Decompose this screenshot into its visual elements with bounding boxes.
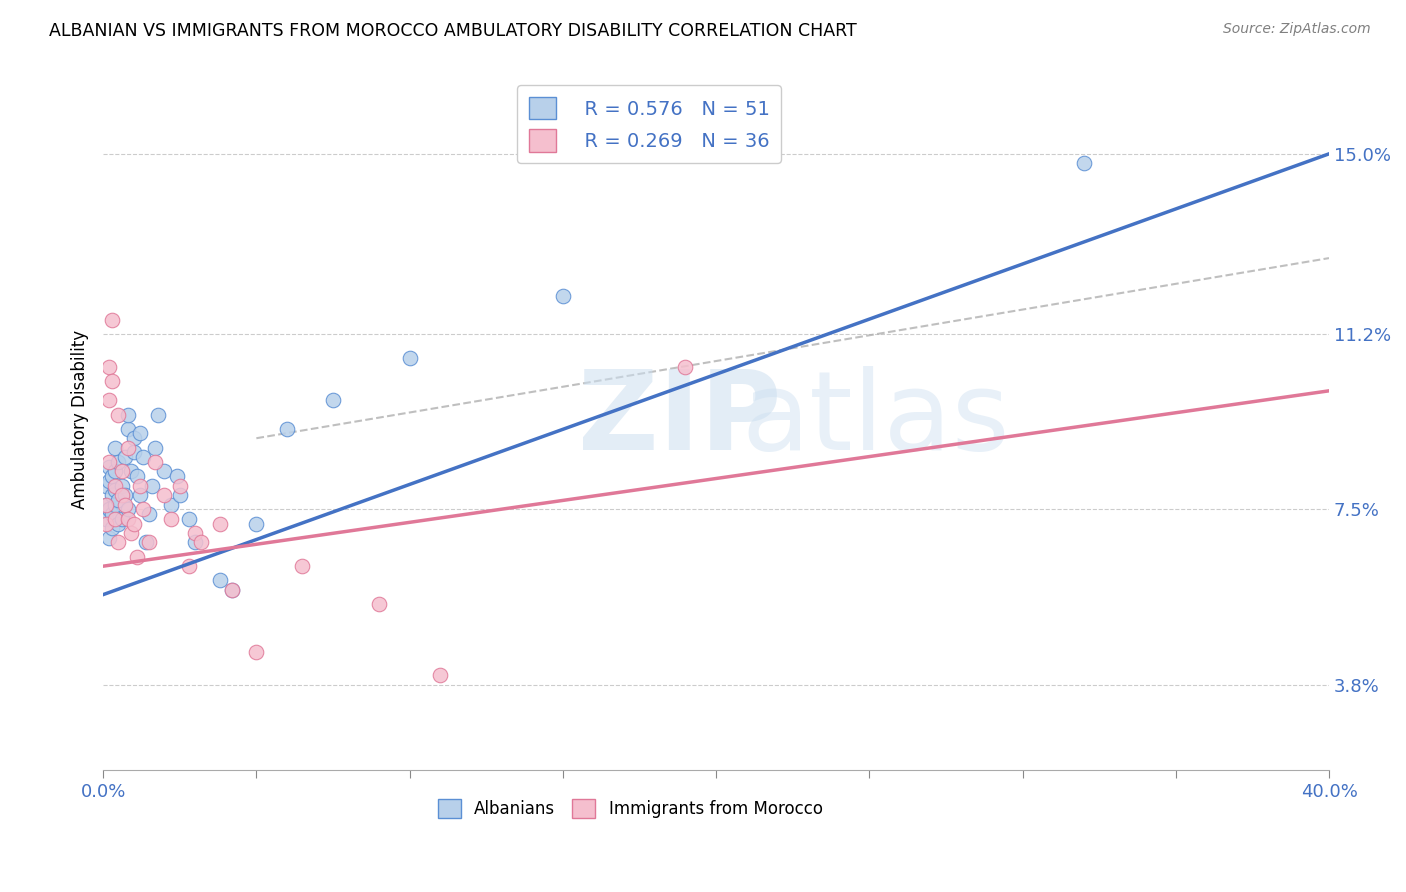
Point xyxy=(117,502,139,516)
Point xyxy=(120,526,142,541)
Point xyxy=(368,597,391,611)
Point xyxy=(110,488,132,502)
Point xyxy=(104,478,127,492)
Point xyxy=(122,431,145,445)
Point xyxy=(96,516,118,531)
Point xyxy=(114,488,136,502)
Text: Source: ZipAtlas.com: Source: ZipAtlas.com xyxy=(1223,22,1371,37)
Point xyxy=(153,464,176,478)
Point xyxy=(107,516,129,531)
Point xyxy=(110,512,132,526)
Point xyxy=(673,360,696,375)
Point xyxy=(107,408,129,422)
Point xyxy=(132,502,155,516)
Point xyxy=(114,498,136,512)
Point xyxy=(107,492,129,507)
Point xyxy=(322,393,344,408)
Point xyxy=(129,488,152,502)
Point xyxy=(101,312,124,326)
Point xyxy=(96,512,118,526)
Point xyxy=(98,459,121,474)
Point xyxy=(245,516,267,531)
Point xyxy=(104,441,127,455)
Y-axis label: Ambulatory Disability: Ambulatory Disability xyxy=(72,330,89,508)
Point xyxy=(138,507,160,521)
Point xyxy=(129,478,152,492)
Point xyxy=(107,535,129,549)
Point xyxy=(208,516,231,531)
Point xyxy=(98,502,121,516)
Point xyxy=(117,441,139,455)
Point xyxy=(101,375,124,389)
Point xyxy=(101,469,124,483)
Point xyxy=(104,498,127,512)
Point xyxy=(96,478,118,492)
Point xyxy=(114,450,136,465)
Point xyxy=(177,559,200,574)
Point xyxy=(143,455,166,469)
Point xyxy=(221,582,243,597)
Point xyxy=(125,549,148,564)
Point xyxy=(117,512,139,526)
Point xyxy=(101,488,124,502)
Point xyxy=(135,535,157,549)
Point xyxy=(117,422,139,436)
Point xyxy=(101,507,124,521)
Point xyxy=(98,360,121,375)
Point xyxy=(96,498,118,512)
Text: ZIP: ZIP xyxy=(578,366,780,473)
Point xyxy=(184,526,207,541)
Point xyxy=(208,574,231,588)
Point xyxy=(104,512,127,526)
Point xyxy=(429,668,451,682)
Text: atlas: atlas xyxy=(741,366,1010,473)
Point xyxy=(276,422,298,436)
Point xyxy=(107,455,129,469)
Point xyxy=(125,469,148,483)
Point xyxy=(104,464,127,478)
Point xyxy=(398,351,420,365)
Point xyxy=(166,469,188,483)
Point xyxy=(117,408,139,422)
Point xyxy=(98,531,121,545)
Point xyxy=(221,582,243,597)
Point xyxy=(98,474,121,488)
Point xyxy=(153,488,176,502)
Point xyxy=(169,488,191,502)
Point xyxy=(141,478,163,492)
Point xyxy=(551,289,574,303)
Point xyxy=(190,535,212,549)
Point xyxy=(159,512,181,526)
Point xyxy=(98,393,121,408)
Point xyxy=(245,644,267,658)
Text: ALBANIAN VS IMMIGRANTS FROM MOROCCO AMBULATORY DISABILITY CORRELATION CHART: ALBANIAN VS IMMIGRANTS FROM MOROCCO AMBU… xyxy=(49,22,858,40)
Point xyxy=(177,512,200,526)
Point xyxy=(169,478,191,492)
Legend: Albanians, Immigrants from Morocco: Albanians, Immigrants from Morocco xyxy=(432,792,830,825)
Point xyxy=(129,426,152,441)
Point xyxy=(120,464,142,478)
Point xyxy=(159,498,181,512)
Point xyxy=(98,455,121,469)
Point xyxy=(184,535,207,549)
Point xyxy=(143,441,166,455)
Point xyxy=(291,559,314,574)
Point xyxy=(122,445,145,459)
Point xyxy=(101,521,124,535)
Point xyxy=(132,450,155,465)
Point xyxy=(110,464,132,478)
Point xyxy=(110,478,132,492)
Point xyxy=(122,516,145,531)
Point xyxy=(96,498,118,512)
Point xyxy=(104,483,127,498)
Point xyxy=(138,535,160,549)
Point xyxy=(1073,156,1095,170)
Point xyxy=(148,408,170,422)
